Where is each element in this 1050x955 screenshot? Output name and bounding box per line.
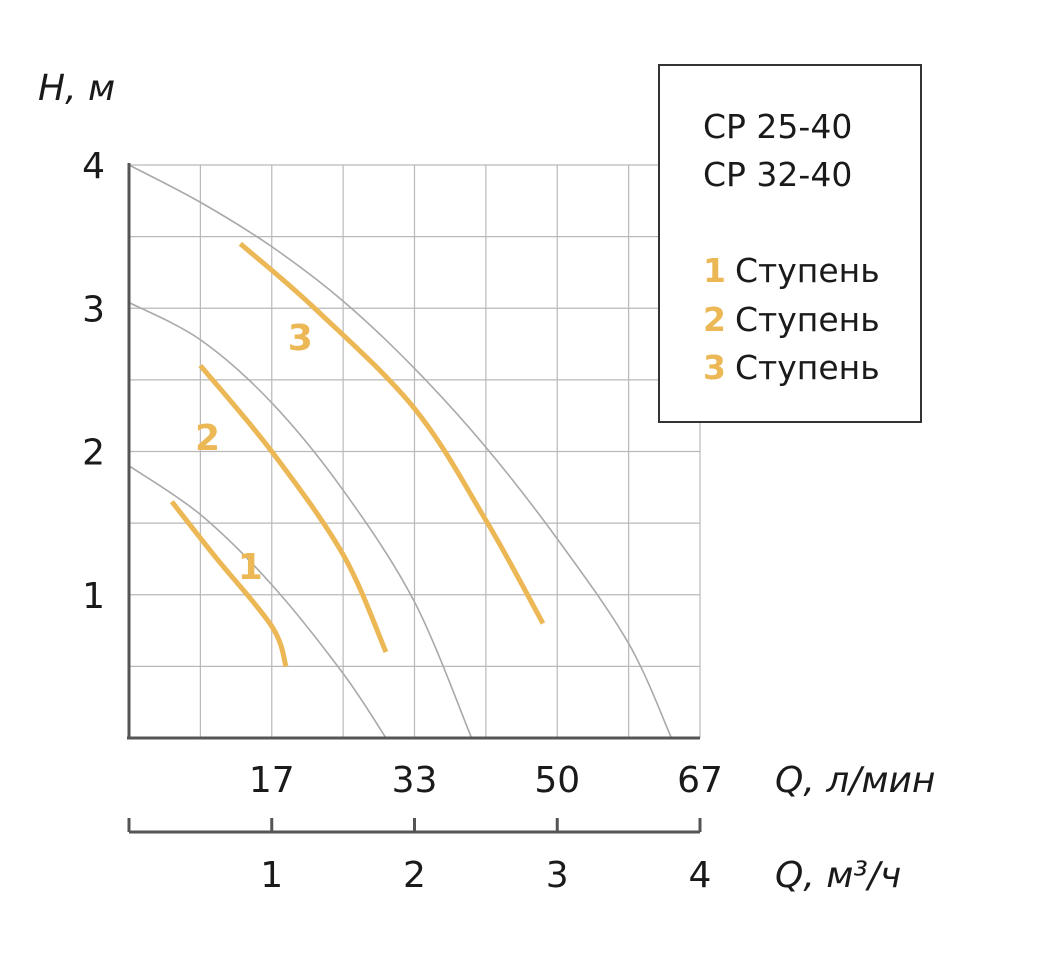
x-tick-label-secondary: 3 bbox=[546, 855, 569, 896]
curve-label-3: 3 bbox=[288, 318, 313, 359]
y-tick-label: 4 bbox=[82, 146, 105, 187]
legend-label: Ступень bbox=[735, 251, 880, 290]
x-tick-label-primary: 67 bbox=[677, 760, 723, 801]
curve-labels: 1 2 3 bbox=[195, 318, 313, 588]
x-tick-label-primary: 33 bbox=[392, 760, 438, 801]
x-axis-title-primary: Q, л/мин bbox=[775, 760, 935, 801]
legend-label: Ступень bbox=[735, 300, 880, 339]
axes bbox=[127, 163, 702, 834]
operating-range-2 bbox=[198, 363, 389, 654]
model-label: CP 25-40 bbox=[703, 107, 852, 146]
full-curve-3 bbox=[128, 164, 673, 739]
x-tick-label-primary: 50 bbox=[534, 760, 580, 801]
full-curve-2 bbox=[128, 301, 473, 739]
y-tick-label: 3 bbox=[82, 289, 105, 330]
legend-number: 3 bbox=[703, 348, 726, 387]
y-axis-title: H, м bbox=[38, 68, 115, 109]
operating-ranges bbox=[169, 241, 546, 668]
full-curves bbox=[128, 164, 673, 739]
curve-label-2: 2 bbox=[195, 418, 220, 459]
model-label: CP 32-40 bbox=[703, 155, 852, 194]
legend-label: Ступень bbox=[735, 348, 880, 387]
x-axis-title-secondary: Q, м³/ч bbox=[775, 855, 901, 896]
full-curve-1 bbox=[128, 465, 387, 739]
legend-number: 1 bbox=[703, 251, 726, 290]
curve-label-1: 1 bbox=[238, 547, 263, 588]
x-tick-label-secondary: 1 bbox=[260, 855, 283, 896]
operating-range-1 bbox=[169, 500, 289, 668]
x-tick-label-secondary: 4 bbox=[689, 855, 712, 896]
x-tick-label-secondary: 2 bbox=[403, 855, 426, 896]
y-tick-label: 1 bbox=[82, 576, 105, 617]
y-tick-label: 2 bbox=[82, 433, 105, 474]
operating-range-3 bbox=[238, 241, 546, 625]
legend-number: 2 bbox=[703, 300, 726, 339]
legend-box: CP 25-40 CP 32-40 1 Ступень 2 Ступень 3 … bbox=[658, 64, 922, 423]
x-tick-label-primary: 17 bbox=[249, 760, 295, 801]
